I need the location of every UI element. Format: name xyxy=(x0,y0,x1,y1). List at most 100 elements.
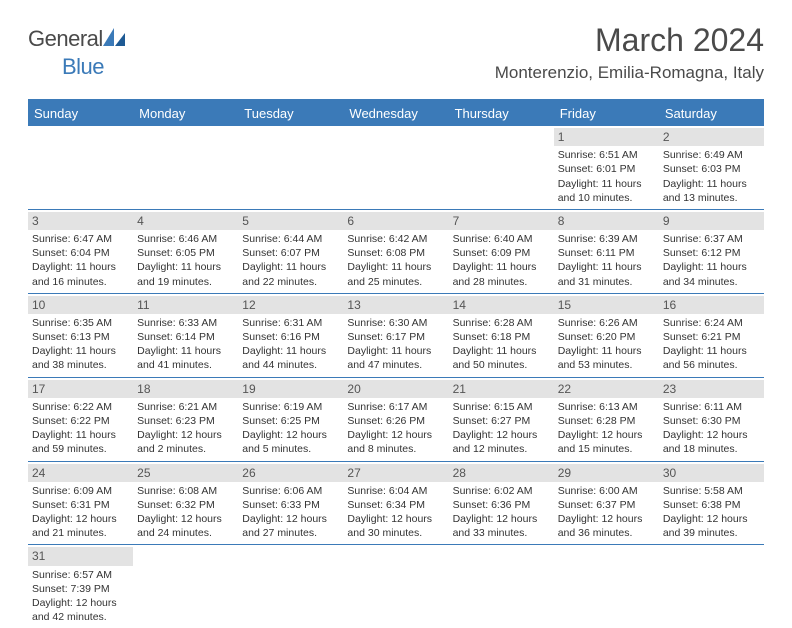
day-sr: Sunrise: 6:39 AM xyxy=(558,232,655,246)
day-sr: Sunrise: 6:51 AM xyxy=(558,148,655,162)
day-number: 19 xyxy=(238,380,343,398)
day-sr: Sunrise: 6:22 AM xyxy=(32,400,129,414)
day-sr: Sunrise: 6:49 AM xyxy=(663,148,760,162)
day-sr: Sunrise: 6:26 AM xyxy=(558,316,655,330)
day-sr: Sunrise: 6:31 AM xyxy=(242,316,339,330)
day-ss: Sunset: 6:33 PM xyxy=(242,498,339,512)
day-sr: Sunrise: 6:13 AM xyxy=(558,400,655,414)
day-cell-empty xyxy=(238,126,343,209)
day-d2: and 24 minutes. xyxy=(137,526,234,540)
day-cell-empty xyxy=(343,126,448,209)
day-cell-empty xyxy=(449,545,554,628)
day-cell: 28Sunrise: 6:02 AMSunset: 6:36 PMDayligh… xyxy=(449,462,554,545)
day-d1: Daylight: 11 hours xyxy=(558,177,655,191)
logo-text-2: Blue xyxy=(62,54,104,79)
day-sr: Sunrise: 6:44 AM xyxy=(242,232,339,246)
day-number: 25 xyxy=(133,464,238,482)
day-ss: Sunset: 6:14 PM xyxy=(137,330,234,344)
day-ss: Sunset: 6:38 PM xyxy=(663,498,760,512)
day-cell: 19Sunrise: 6:19 AMSunset: 6:25 PMDayligh… xyxy=(238,378,343,461)
day-ss: Sunset: 6:13 PM xyxy=(32,330,129,344)
day-number: 2 xyxy=(659,128,764,146)
day-number: 26 xyxy=(238,464,343,482)
day-d2: and 10 minutes. xyxy=(558,191,655,205)
day-sr: Sunrise: 6:17 AM xyxy=(347,400,444,414)
day-d2: and 41 minutes. xyxy=(137,358,234,372)
day-cell-empty xyxy=(133,126,238,209)
location: Monterenzio, Emilia-Romagna, Italy xyxy=(495,63,764,83)
day-sr: Sunrise: 6:33 AM xyxy=(137,316,234,330)
day-d1: Daylight: 11 hours xyxy=(242,344,339,358)
day-cell: 20Sunrise: 6:17 AMSunset: 6:26 PMDayligh… xyxy=(343,378,448,461)
day-sr: Sunrise: 6:57 AM xyxy=(32,568,129,582)
day-header-wed: Wednesday xyxy=(343,101,448,126)
day-d2: and 15 minutes. xyxy=(558,442,655,456)
day-d1: Daylight: 11 hours xyxy=(663,344,760,358)
day-ss: Sunset: 6:32 PM xyxy=(137,498,234,512)
day-ss: Sunset: 6:25 PM xyxy=(242,414,339,428)
day-number: 7 xyxy=(449,212,554,230)
day-d1: Daylight: 11 hours xyxy=(453,260,550,274)
day-number: 10 xyxy=(28,296,133,314)
day-d1: Daylight: 11 hours xyxy=(663,260,760,274)
day-sr: Sunrise: 6:30 AM xyxy=(347,316,444,330)
month-title: March 2024 xyxy=(495,22,764,59)
day-d1: Daylight: 12 hours xyxy=(453,512,550,526)
header: GeneralBlue March 2024 Monterenzio, Emil… xyxy=(0,0,792,91)
day-ss: Sunset: 6:01 PM xyxy=(558,162,655,176)
week-row: 24Sunrise: 6:09 AMSunset: 6:31 PMDayligh… xyxy=(28,462,764,546)
day-cell-empty xyxy=(554,545,659,628)
day-d1: Daylight: 11 hours xyxy=(137,344,234,358)
day-number: 3 xyxy=(28,212,133,230)
day-d2: and 25 minutes. xyxy=(347,275,444,289)
week-row: 31Sunrise: 6:57 AMSunset: 7:39 PMDayligh… xyxy=(28,545,764,628)
weeks-container: 1Sunrise: 6:51 AMSunset: 6:01 PMDaylight… xyxy=(28,126,764,628)
day-d1: Daylight: 11 hours xyxy=(347,260,444,274)
day-d2: and 50 minutes. xyxy=(453,358,550,372)
calendar: Sunday Monday Tuesday Wednesday Thursday… xyxy=(28,99,764,628)
day-number: 4 xyxy=(133,212,238,230)
day-d1: Daylight: 12 hours xyxy=(347,428,444,442)
day-d1: Daylight: 12 hours xyxy=(558,512,655,526)
day-ss: Sunset: 6:27 PM xyxy=(453,414,550,428)
day-cell-empty xyxy=(659,545,764,628)
day-d2: and 2 minutes. xyxy=(137,442,234,456)
day-ss: Sunset: 6:20 PM xyxy=(558,330,655,344)
sail-icon xyxy=(101,26,127,48)
week-row: 1Sunrise: 6:51 AMSunset: 6:01 PMDaylight… xyxy=(28,126,764,210)
day-number: 24 xyxy=(28,464,133,482)
day-cell: 3Sunrise: 6:47 AMSunset: 6:04 PMDaylight… xyxy=(28,210,133,293)
day-sr: Sunrise: 6:15 AM xyxy=(453,400,550,414)
day-number: 28 xyxy=(449,464,554,482)
day-d1: Daylight: 11 hours xyxy=(558,344,655,358)
day-sr: Sunrise: 6:47 AM xyxy=(32,232,129,246)
day-number: 30 xyxy=(659,464,764,482)
day-ss: Sunset: 6:08 PM xyxy=(347,246,444,260)
day-cell-empty xyxy=(28,126,133,209)
day-d1: Daylight: 12 hours xyxy=(453,428,550,442)
day-d2: and 22 minutes. xyxy=(242,275,339,289)
day-d1: Daylight: 12 hours xyxy=(347,512,444,526)
week-row: 3Sunrise: 6:47 AMSunset: 6:04 PMDaylight… xyxy=(28,210,764,294)
day-cell: 31Sunrise: 6:57 AMSunset: 7:39 PMDayligh… xyxy=(28,545,133,628)
day-sr: Sunrise: 6:11 AM xyxy=(663,400,760,414)
day-cell: 1Sunrise: 6:51 AMSunset: 6:01 PMDaylight… xyxy=(554,126,659,209)
day-sr: Sunrise: 6:08 AM xyxy=(137,484,234,498)
day-sr: Sunrise: 6:00 AM xyxy=(558,484,655,498)
day-number: 15 xyxy=(554,296,659,314)
day-header-sun: Sunday xyxy=(28,101,133,126)
day-sr: Sunrise: 6:46 AM xyxy=(137,232,234,246)
day-number: 11 xyxy=(133,296,238,314)
day-ss: Sunset: 6:18 PM xyxy=(453,330,550,344)
day-sr: Sunrise: 6:42 AM xyxy=(347,232,444,246)
day-ss: Sunset: 6:17 PM xyxy=(347,330,444,344)
day-sr: Sunrise: 6:06 AM xyxy=(242,484,339,498)
day-cell: 17Sunrise: 6:22 AMSunset: 6:22 PMDayligh… xyxy=(28,378,133,461)
day-number: 22 xyxy=(554,380,659,398)
day-cell: 5Sunrise: 6:44 AMSunset: 6:07 PMDaylight… xyxy=(238,210,343,293)
day-number: 14 xyxy=(449,296,554,314)
day-d1: Daylight: 12 hours xyxy=(242,512,339,526)
day-d2: and 8 minutes. xyxy=(347,442,444,456)
day-ss: Sunset: 6:07 PM xyxy=(242,246,339,260)
day-d2: and 56 minutes. xyxy=(663,358,760,372)
